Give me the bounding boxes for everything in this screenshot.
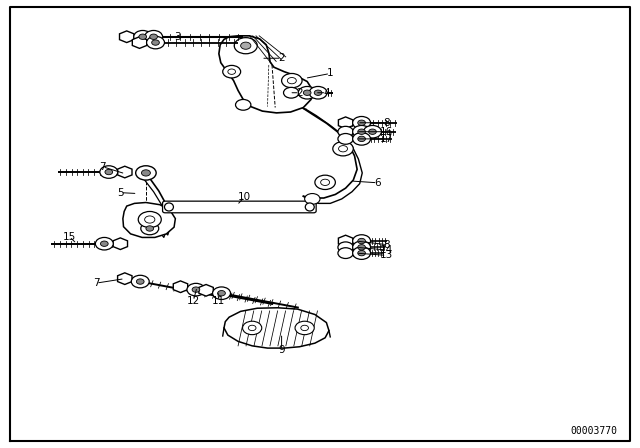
Circle shape	[223, 65, 241, 78]
Text: 9: 9	[278, 345, 285, 355]
Circle shape	[152, 40, 159, 45]
Polygon shape	[123, 202, 175, 237]
Circle shape	[138, 211, 161, 228]
Circle shape	[353, 247, 371, 259]
Polygon shape	[224, 308, 329, 348]
Polygon shape	[219, 36, 312, 113]
Circle shape	[333, 142, 353, 156]
Text: 15: 15	[63, 232, 76, 241]
Circle shape	[131, 275, 149, 288]
Circle shape	[284, 87, 299, 98]
Text: 12: 12	[187, 296, 200, 306]
Circle shape	[145, 30, 163, 43]
Circle shape	[241, 42, 251, 49]
Circle shape	[234, 38, 257, 54]
Text: 8: 8	[383, 240, 390, 250]
Circle shape	[338, 248, 353, 258]
Circle shape	[358, 129, 365, 134]
Circle shape	[298, 86, 316, 99]
Circle shape	[212, 287, 230, 299]
Polygon shape	[339, 235, 353, 247]
Text: 8: 8	[383, 118, 390, 128]
Text: 3: 3	[175, 32, 181, 42]
Circle shape	[309, 86, 327, 99]
Circle shape	[353, 125, 371, 138]
Polygon shape	[120, 31, 134, 43]
FancyBboxPatch shape	[163, 201, 316, 213]
Ellipse shape	[305, 203, 314, 211]
Circle shape	[303, 90, 311, 95]
Circle shape	[192, 287, 200, 292]
Circle shape	[358, 250, 365, 256]
Circle shape	[339, 146, 348, 152]
Text: 13: 13	[380, 250, 393, 260]
Circle shape	[358, 120, 365, 125]
Text: 5: 5	[117, 188, 124, 198]
Circle shape	[136, 166, 156, 180]
Polygon shape	[132, 37, 147, 48]
Polygon shape	[113, 238, 127, 250]
Ellipse shape	[164, 203, 173, 211]
Circle shape	[353, 241, 371, 254]
Text: 14: 14	[380, 245, 393, 255]
Circle shape	[369, 129, 376, 134]
Circle shape	[134, 30, 152, 43]
Polygon shape	[118, 273, 132, 284]
Circle shape	[338, 242, 353, 253]
Text: 1: 1	[327, 69, 333, 78]
Circle shape	[338, 126, 353, 137]
Circle shape	[353, 235, 371, 247]
Circle shape	[248, 325, 256, 331]
Circle shape	[100, 166, 118, 178]
Circle shape	[358, 245, 365, 250]
Circle shape	[145, 216, 155, 223]
Circle shape	[358, 136, 365, 142]
Circle shape	[338, 134, 353, 144]
Circle shape	[295, 321, 314, 335]
Circle shape	[236, 99, 251, 110]
Text: 4: 4	[323, 88, 330, 98]
Polygon shape	[173, 281, 188, 293]
Circle shape	[228, 69, 236, 74]
Circle shape	[315, 175, 335, 190]
Circle shape	[314, 90, 322, 95]
Circle shape	[139, 34, 147, 39]
Circle shape	[353, 116, 371, 129]
Circle shape	[187, 283, 205, 296]
Circle shape	[353, 133, 371, 145]
Text: 7: 7	[93, 278, 99, 288]
Circle shape	[358, 238, 365, 244]
Circle shape	[150, 34, 157, 39]
Circle shape	[136, 279, 144, 284]
Circle shape	[141, 170, 150, 176]
Text: 17: 17	[380, 134, 393, 144]
Circle shape	[243, 321, 262, 335]
Circle shape	[105, 169, 113, 175]
Circle shape	[301, 325, 308, 331]
Polygon shape	[339, 117, 353, 129]
Text: 2: 2	[278, 53, 285, 63]
Circle shape	[100, 241, 108, 246]
Circle shape	[141, 222, 159, 235]
Text: 10: 10	[238, 192, 251, 202]
Text: 00003770: 00003770	[571, 426, 618, 436]
Circle shape	[305, 194, 320, 204]
Circle shape	[287, 78, 296, 84]
Text: 2: 2	[296, 88, 303, 98]
Polygon shape	[118, 166, 132, 178]
Circle shape	[147, 36, 164, 49]
Circle shape	[146, 226, 154, 231]
Circle shape	[364, 125, 381, 138]
Circle shape	[321, 179, 330, 185]
Circle shape	[218, 290, 225, 296]
Text: 6: 6	[374, 178, 381, 188]
Text: 7: 7	[99, 162, 106, 172]
Text: 16: 16	[380, 127, 393, 137]
Circle shape	[282, 73, 302, 88]
Polygon shape	[199, 284, 213, 296]
Circle shape	[95, 237, 113, 250]
Text: 11: 11	[212, 296, 225, 306]
